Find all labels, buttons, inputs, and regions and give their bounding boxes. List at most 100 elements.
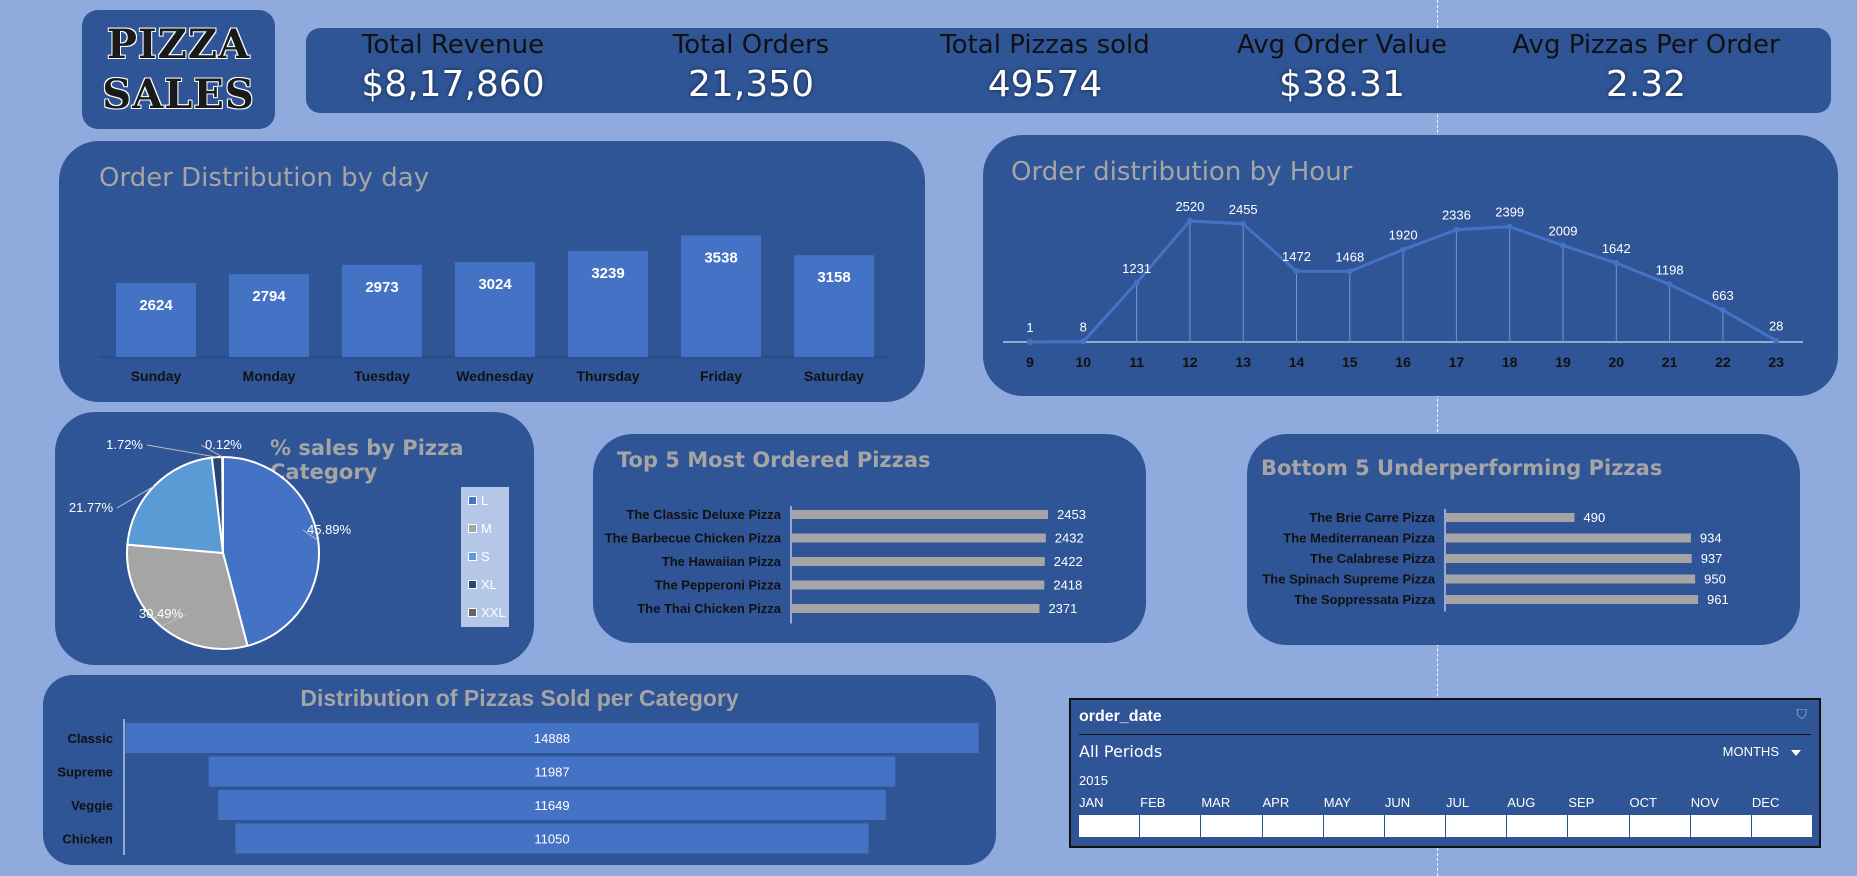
slicer-month-cell[interactable] [1201,815,1263,837]
slicer-month-label: JUN [1384,795,1411,810]
pie-data-label: 1.72% [106,437,143,452]
hour-tick-label: 23 [1768,354,1784,370]
top5-tick-label: The Barbecue Chicken Pizza [605,531,782,546]
hour-tick-label: 14 [1289,354,1305,370]
hour-data-label: 1 [1026,320,1033,335]
top5-bar [792,533,1046,543]
slicer-month-cell[interactable] [1752,815,1814,837]
kpi-label: Avg Pizzas Per Order [1512,30,1780,60]
hour-data-label: 2520 [1175,199,1204,214]
top5-data-label: 2418 [1053,578,1082,593]
top5-title: Top 5 Most Ordered Pizzas [617,448,931,472]
pie-slice [126,456,225,555]
pie-slice [222,455,320,648]
top5-tick-label: The Classic Deluxe Pizza [626,507,781,522]
day-tick-label: Saturday [804,368,864,384]
legend-item-s: S [461,543,509,571]
hour-tick-label: 11 [1129,354,1144,370]
slicer-month-cell[interactable] [1385,815,1447,837]
bottom5-tick-label: The Calabrese Pizza [1310,551,1436,566]
hour-tick-label: 20 [1609,354,1625,370]
slicer-month-cell[interactable] [1691,815,1752,837]
pie-chart-title: % sales by Pizza Category [270,436,464,484]
slicer-month-labels: JAN FEB MAR APR MAY JUN JUL AUG SEP OCT NOV DEC [1079,795,1813,810]
kpi-label: Total Orders [672,30,830,60]
top5-bar [792,510,1048,519]
hour-chart-title: Order distribution by Hour [1011,157,1353,187]
pie-data-label: 30.49% [139,606,184,621]
slicer-month-cell[interactable] [1568,815,1630,837]
hour-data-label: 1468 [1335,249,1364,264]
bottom5-title: Bottom 5 Underperforming Pizzas [1261,456,1663,480]
top5-bar [792,557,1045,566]
hour-line-chart: 1981012311125201224551314721414681519201… [1003,199,1803,370]
day-tick-label: Sunday [131,368,182,384]
day-data-label: 2973 [365,279,398,296]
top5-bar [792,604,1040,613]
slicer-month-label: MAR [1201,795,1231,810]
slicer-month-cell[interactable] [1507,815,1569,837]
order-date-slicer[interactable]: order_date ⛉ All Periods MONTHS 2015 JAN… [1069,698,1821,848]
category-bar [208,756,896,787]
day-data-label: 2624 [139,297,173,314]
slicer-month-cell[interactable] [1630,815,1691,837]
slicer-month-cell[interactable] [1324,815,1385,837]
slicer-timeline[interactable] [1079,815,1814,837]
chevron-down-icon[interactable] [1791,750,1801,756]
day-data-label: 3538 [704,249,737,266]
pie-leader-line [116,485,155,509]
hour-point [1506,223,1513,230]
hour-data-label: 1642 [1602,241,1631,256]
hour-point [1293,268,1300,275]
hour-point [1186,217,1193,224]
bottom5-data-label: 937 [1701,551,1723,566]
kpi-value: 49574 [987,64,1103,105]
top5-data-label: 2422 [1054,554,1083,569]
slicer-month-label: FEB [1140,795,1166,810]
legend-item-xl: XL [461,571,509,599]
bottom5-tick-label: The Spinach Supreme Pizza [1262,572,1435,587]
slicer-month-cell[interactable] [1079,815,1141,837]
bottom5-bar [1446,595,1698,604]
bottom5-bar [1446,554,1692,563]
kpi-total-orders: Total Orders 21,350 [606,28,896,105]
hour-data-label: 28 [1769,319,1783,334]
day-tick-label: Monday [243,368,296,384]
slicer-mode-dropdown[interactable]: MONTHS [1722,744,1779,759]
day-bar [568,250,648,357]
slicer-month-cell[interactable] [1140,815,1202,837]
slicer-month-label: SEP [1568,795,1595,810]
bottom5-data-label: 961 [1707,592,1729,607]
hour-tick-label: 21 [1662,354,1678,370]
category-data-label: 11649 [534,798,569,813]
top5-bar-chart: The Classic Deluxe Pizza 2453 The Barbecue… [605,506,1086,624]
hour-tick-label: 13 [1235,354,1251,370]
clear-filter-icon[interactable]: ⛉ [1796,706,1808,722]
category-data-label: 11050 [534,832,569,847]
logo-line-2: SALES [102,70,255,118]
slicer-month-label: DEC [1751,795,1780,810]
logo-line-1: PIZZA [106,20,251,68]
hour-data-label: 1920 [1389,228,1418,243]
slicer-month-cell[interactable] [1263,815,1324,837]
hour-data-label: 2009 [1549,223,1578,238]
hour-point [1346,268,1353,275]
category-panel: Distribution of Pizzas Sold per Category… [43,675,996,865]
bottom5-data-label: 934 [1700,531,1722,546]
bottom5-bar [1446,513,1575,522]
slicer-month-cell[interactable] [1446,815,1508,837]
top5-data-label: 2453 [1057,507,1086,522]
category-tick-label: Veggie [71,798,113,813]
day-bar [342,264,422,357]
bottom5-panel: Bottom 5 Underperforming Pizzas The Brie… [1247,434,1800,645]
pie-chart: 45.89% 30.49% 21.77% 1.72% 0.12% [69,437,352,650]
top5-tick-label: The Pepperoni Pizza [655,578,782,593]
hour-point [1240,220,1247,227]
kpi-value: 21,350 [688,64,814,105]
day-bar [455,262,535,357]
hour-tick-label: 12 [1182,354,1198,370]
day-chart-panel: Order Distribution by day 2624 Sunday 2794… [59,141,925,402]
kpi-label: Total Pizzas sold [940,30,1150,60]
pie-leader-line [200,444,223,458]
logo: PIZZA SALES [82,10,275,129]
